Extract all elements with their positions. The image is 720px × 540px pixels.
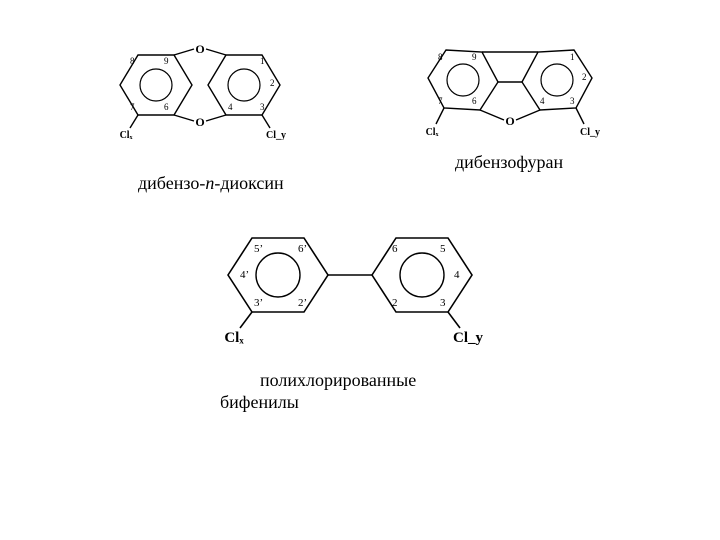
biphenyl-label-line2: бифенилы (220, 392, 299, 413)
furan-n2: 2 (582, 72, 587, 82)
furan-Cl-left: Clₓ (426, 127, 439, 138)
biphenyl-label-line1: полихлорированные (260, 370, 416, 391)
dioxin-n4: 4 (228, 102, 233, 112)
biphenyl-l3: 3’ (254, 297, 263, 309)
biphenyl-l5: 5’ (254, 243, 263, 255)
furan-label: дибензофуран (455, 152, 563, 173)
furan-n3: 3 (570, 96, 575, 106)
dioxin-label-italic: п (205, 173, 214, 193)
biphenyl-r3: 3 (440, 297, 446, 309)
dioxin-n7: 7 (130, 102, 135, 112)
biphenyl-r4: 4 (454, 269, 460, 281)
dioxin-Cl-right: Cl_y (266, 130, 286, 140)
furan-n8: 8 (438, 52, 443, 62)
dioxin-n9: 9 (164, 56, 169, 66)
dioxin-n8: 8 (130, 56, 135, 66)
dioxin-structure: O O Clₓ Cl_y 1 2 3 4 6 7 8 9 (100, 30, 300, 140)
biphenyl-structure: Clₓ Cl_y 6’ 5’ 4’ 3’ 2’ 6 5 4 3 2 (200, 210, 500, 350)
biphenyl-r6: 6 (392, 243, 398, 255)
biphenyl-l4: 4’ (240, 269, 249, 281)
biphenyl-Cl-left: Clₓ (224, 330, 244, 346)
page-root: O O Clₓ Cl_y 1 2 3 4 6 7 8 9 O Clₓ Cl_y (0, 0, 720, 540)
dioxin-n6: 6 (164, 102, 169, 112)
furan-n1: 1 (570, 52, 575, 62)
biphenyl-r2: 2 (392, 297, 398, 309)
dioxin-O-bottom: O (195, 115, 204, 129)
furan-Cl-right: Cl_y (580, 127, 600, 138)
furan-n4: 4 (540, 96, 545, 106)
dioxin-label: дибензо-п-диоксин (120, 152, 284, 215)
furan-O: O (505, 114, 514, 128)
biphenyl-r5: 5 (440, 243, 446, 255)
furan-n6: 6 (472, 96, 477, 106)
dioxin-n3: 3 (260, 102, 265, 112)
furan-structure: O Clₓ Cl_y 1 2 3 4 6 7 8 9 (410, 30, 610, 140)
dioxin-n1: 1 (260, 56, 265, 66)
biphenyl-Cl-right: Cl_y (453, 330, 484, 346)
dioxin-Cl-left: Clₓ (120, 130, 133, 140)
furan-n7: 7 (438, 96, 443, 106)
dioxin-O-top: O (195, 42, 204, 56)
furan-n9: 9 (472, 52, 477, 62)
biphenyl-l2: 2’ (298, 297, 307, 309)
dioxin-label-suffix: -диоксин (214, 173, 283, 193)
biphenyl-l6: 6’ (298, 243, 307, 255)
dioxin-n2: 2 (270, 78, 275, 88)
dioxin-label-prefix: дибензо- (138, 173, 205, 193)
